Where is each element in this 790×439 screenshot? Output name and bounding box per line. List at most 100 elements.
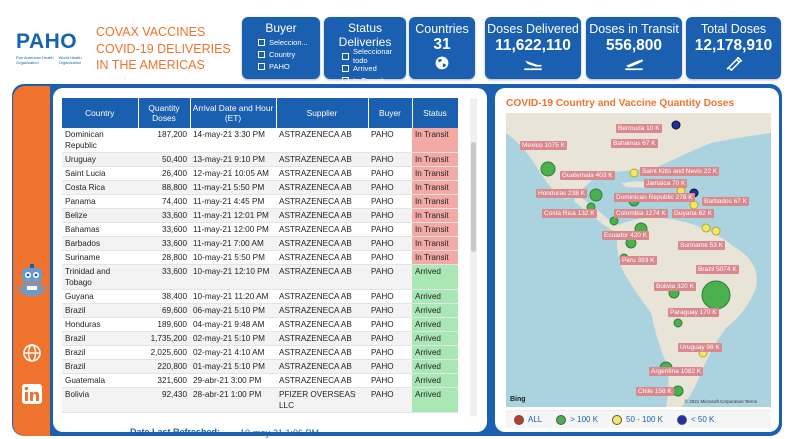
table-row[interactable]: Brazil 220,800 01-may-21 5:10 PM ASTRAZENEC…: [62, 359, 458, 374]
checkbox-icon[interactable]: [258, 62, 265, 70]
cell-quantity: 2,025,600: [138, 345, 190, 360]
cell-country: Brazil: [62, 303, 138, 318]
cell-country: Barbados: [62, 236, 138, 251]
checkbox-icon[interactable]: [342, 64, 349, 72]
table-row[interactable]: Bolivia 92,430 28-abr-21 1:00 PM PFIZER OVE…: [62, 387, 458, 413]
col-header-arrival[interactable]: Arrival Date and Hour (ET): [190, 98, 277, 128]
buyer-option-paho[interactable]: PAHO: [258, 61, 320, 71]
table-row[interactable]: Trinidad and Tobago 33,600 10-may-21 12:10…: [62, 264, 458, 290]
buyer-option-country[interactable]: Country: [258, 49, 320, 59]
map-label[interactable]: Bermuda 10 K: [616, 124, 662, 133]
map-label[interactable]: Saint Kitts and Nevis 22 K: [640, 167, 720, 176]
map-label[interactable]: Guyana 62 K: [672, 209, 714, 218]
map-label[interactable]: Jamaica 70 K: [644, 179, 688, 188]
cell-quantity: 92,430: [138, 387, 190, 413]
checkbox-icon[interactable]: [342, 76, 349, 84]
refresh-label: Date Last Refreshed:: [130, 427, 221, 437]
legend-dot: [514, 414, 524, 425]
cell-status: Arrived: [412, 345, 458, 360]
table-row[interactable]: Costa Rica 88,800 11-may-21 5:50 PM ASTRAZE…: [62, 180, 458, 195]
map-label[interactable]: Argentina 1082 K: [649, 367, 704, 376]
map-label[interactable]: Mexico 1075 K: [520, 141, 567, 150]
cell-status: In Transit: [412, 152, 458, 167]
table-row[interactable]: Brazil 2,025,600 02-may-21 4:10 AM ASTRAZEN…: [62, 345, 458, 360]
table-scrollbar[interactable]: [470, 98, 477, 416]
cell-quantity: 321,600: [138, 373, 190, 388]
plane-departure-icon: [625, 59, 644, 71]
cell-status: In Transit: [412, 222, 458, 237]
cell-status: In Transit: [412, 180, 458, 195]
legend-dot: [676, 414, 687, 425]
cell-arrival: 28-abr-21 1:00 PM: [190, 387, 276, 413]
col-header-country[interactable]: Country: [62, 98, 139, 128]
map-label[interactable]: Bahamas 67 K: [611, 139, 658, 148]
table-row[interactable]: Bahamas 33,600 11-may-21 12:00 PM ASTRAZENE…: [62, 222, 458, 237]
table-row[interactable]: Belize 33,600 11-may-21 12:01 PM ASTRAZENEC…: [62, 208, 458, 223]
kpi-delivered-label: Doses Delivered: [487, 22, 579, 36]
checkbox-icon[interactable]: [258, 38, 265, 46]
table-row[interactable]: Barbados 33,600 11-may-21 7:00 AM ASTRAZENE…: [62, 236, 458, 251]
kpi-doses-transit: Doses in Transit 556,800: [586, 17, 682, 79]
legend-under-50k[interactable]: < 50 K: [676, 414, 714, 425]
col-header-status[interactable]: Status: [412, 98, 458, 128]
map-label[interactable]: Uruguay 98 K: [678, 343, 722, 352]
deliveries-table-wrap[interactable]: Country Quantity Doses Arrival Date and …: [62, 98, 458, 416]
cell-buyer: PAHO: [368, 264, 412, 290]
status-filter: Status Deliveries Seleccionar todo Arriv…: [324, 17, 406, 85]
col-header-supplier[interactable]: Supplier: [276, 98, 369, 128]
table-row[interactable]: Dominican Republic 187,200 14-may-21 3:30 …: [62, 128, 458, 153]
table-row[interactable]: Guyana 38,400 10-may-21 11:20 AM ASTRAZENEC…: [62, 289, 458, 304]
map-label[interactable]: Honduras 238 K: [536, 189, 587, 198]
cell-arrival: 13-may-21 9:10 PM: [190, 152, 276, 167]
cell-arrival: 12-may-21 10:05 AM: [190, 166, 276, 181]
status-option-in-transit[interactable]: In Transit: [342, 75, 406, 85]
paho-logo: PAHO Pan American Health Organization Wo…: [16, 30, 88, 70]
map-label[interactable]: Bolivia 320 K: [654, 282, 696, 291]
table-scrollbar-thumb[interactable]: [471, 142, 476, 252]
robot-icon[interactable]: [19, 262, 45, 302]
status-option-select-all[interactable]: Seleccionar todo: [342, 47, 406, 65]
status-option-arrived[interactable]: Arrived: [342, 63, 406, 73]
map-label[interactable]: Suriname 53 K: [678, 241, 725, 250]
legend-over-100k[interactable]: > 100 K: [556, 414, 598, 425]
cell-supplier: ASTRAZENECA AB: [276, 303, 368, 318]
map-label[interactable]: Guatemala 403 K: [560, 171, 615, 180]
linkedin-icon[interactable]: [22, 384, 42, 404]
table-row[interactable]: Uruguay 50,400 13-may-21 9:10 PM ASTRAZENEC…: [62, 152, 458, 167]
buyer-option-select-all[interactable]: Seleccion...: [258, 37, 320, 47]
checkbox-icon[interactable]: [258, 50, 265, 58]
cell-arrival: 14-may-21 3:30 PM: [190, 128, 276, 153]
table-row[interactable]: Saint Lucia 26,400 12-may-21 10:05 AM ASTRA…: [62, 166, 458, 181]
table-row[interactable]: Brazil 1,735,200 02-may-21 5:10 PM ASTRAZEN…: [62, 331, 458, 346]
table-row[interactable]: Honduras 189,600 04-may-21 9:48 AM ASTRAZEN…: [62, 317, 458, 332]
table-row[interactable]: Suriname 28,800 10-may-21 5:50 PM ASTRAZENE…: [62, 250, 458, 265]
map-label[interactable]: Paraguay 170 K: [668, 308, 719, 317]
legend-all[interactable]: ALL: [514, 414, 542, 425]
cell-arrival: 01-may-21 5:10 PM: [190, 359, 276, 374]
table-row[interactable]: Panama 74,400 11-may-21 4:45 PM ASTRAZENECA…: [62, 194, 458, 209]
map-label[interactable]: Dominican Republic 278 K: [614, 193, 695, 202]
cell-status: Arrived: [412, 289, 458, 304]
table-row[interactable]: Brazil 69,600 06-may-21 5:10 PM ASTRAZENECA…: [62, 303, 458, 318]
col-header-buyer[interactable]: Buyer: [368, 98, 413, 128]
map-label[interactable]: Peru 393 K: [620, 256, 657, 265]
table-row[interactable]: Guatemala 321,600 29-abr-21 3:00 PM ASTRAZE…: [62, 373, 458, 388]
map-label[interactable]: Costa Rica 132 K: [542, 209, 597, 218]
map-area[interactable]: Bermuda 10 K Mexico 1075 K Bahamas 67 K …: [506, 113, 771, 407]
cell-quantity: 33,600: [138, 264, 190, 290]
map-label[interactable]: Colombia 1274 K: [614, 209, 668, 218]
cell-country: Bolivia: [62, 387, 138, 413]
cell-country: Panama: [62, 194, 138, 209]
globe-icon[interactable]: [22, 343, 42, 363]
checkbox-icon[interactable]: [342, 52, 349, 60]
cell-supplier: ASTRAZENECA AB: [276, 222, 368, 237]
legend-50-100k[interactable]: 50 - 100 K: [612, 414, 663, 425]
map-label[interactable]: Brazil 5074 K: [696, 265, 739, 274]
cell-country: Dominican Republic: [62, 128, 138, 153]
map-label[interactable]: Chile 158 K: [636, 387, 674, 396]
cell-buyer: PAHO: [368, 345, 412, 360]
map-copyright[interactable]: © 2021 Microsoft Corporation Terms: [684, 399, 757, 404]
map-label[interactable]: Ecuador 420 K: [602, 231, 650, 240]
map-label[interactable]: Barbados 67 K: [702, 197, 750, 206]
col-header-quantity[interactable]: Quantity Doses: [138, 98, 191, 128]
